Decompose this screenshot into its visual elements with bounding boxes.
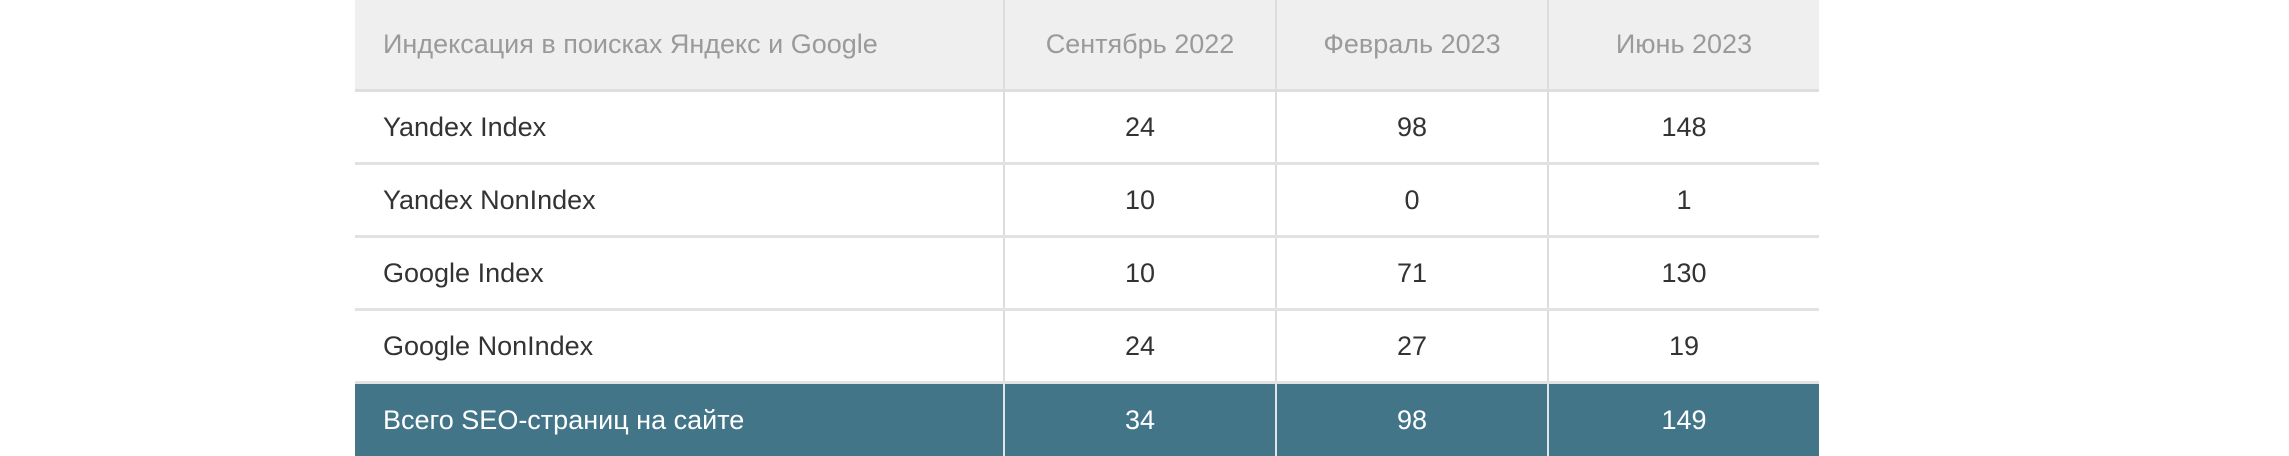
cell: 98 bbox=[1276, 91, 1548, 164]
header-sep-2022: Сентябрь 2022 bbox=[1004, 0, 1276, 91]
cell: 10 bbox=[1004, 164, 1276, 237]
cell: 130 bbox=[1548, 237, 1819, 310]
cell: 27 bbox=[1276, 310, 1548, 383]
table-row: Google NonIndex 24 27 19 bbox=[355, 310, 1819, 383]
header-feb-2023: Февраль 2023 bbox=[1276, 0, 1548, 91]
total-cell: 98 bbox=[1276, 383, 1548, 456]
cell: 24 bbox=[1004, 310, 1276, 383]
table-row: Yandex Index 24 98 148 bbox=[355, 91, 1819, 164]
table-row: Yandex NonIndex 10 0 1 bbox=[355, 164, 1819, 237]
total-row: Всего SEO-страниц на сайте 34 98 149 bbox=[355, 383, 1819, 456]
header-metric: Индексация в поисках Яндекс и Google bbox=[355, 0, 1004, 91]
indexing-table: Индексация в поисках Яндекс и Google Сен… bbox=[355, 0, 1819, 456]
total-label: Всего SEO-страниц на сайте bbox=[355, 383, 1004, 456]
row-label: Google NonIndex bbox=[355, 310, 1004, 383]
cell: 10 bbox=[1004, 237, 1276, 310]
cell: 19 bbox=[1548, 310, 1819, 383]
table-row: Google Index 10 71 130 bbox=[355, 237, 1819, 310]
total-cell: 34 bbox=[1004, 383, 1276, 456]
row-label: Yandex Index bbox=[355, 91, 1004, 164]
total-cell: 149 bbox=[1548, 383, 1819, 456]
row-label: Yandex NonIndex bbox=[355, 164, 1004, 237]
cell: 1 bbox=[1548, 164, 1819, 237]
cell: 0 bbox=[1276, 164, 1548, 237]
header-jun-2023: Июнь 2023 bbox=[1548, 0, 1819, 91]
cell: 24 bbox=[1004, 91, 1276, 164]
header-row: Индексация в поисках Яндекс и Google Сен… bbox=[355, 0, 1819, 91]
row-label: Google Index bbox=[355, 237, 1004, 310]
cell: 148 bbox=[1548, 91, 1819, 164]
cell: 71 bbox=[1276, 237, 1548, 310]
